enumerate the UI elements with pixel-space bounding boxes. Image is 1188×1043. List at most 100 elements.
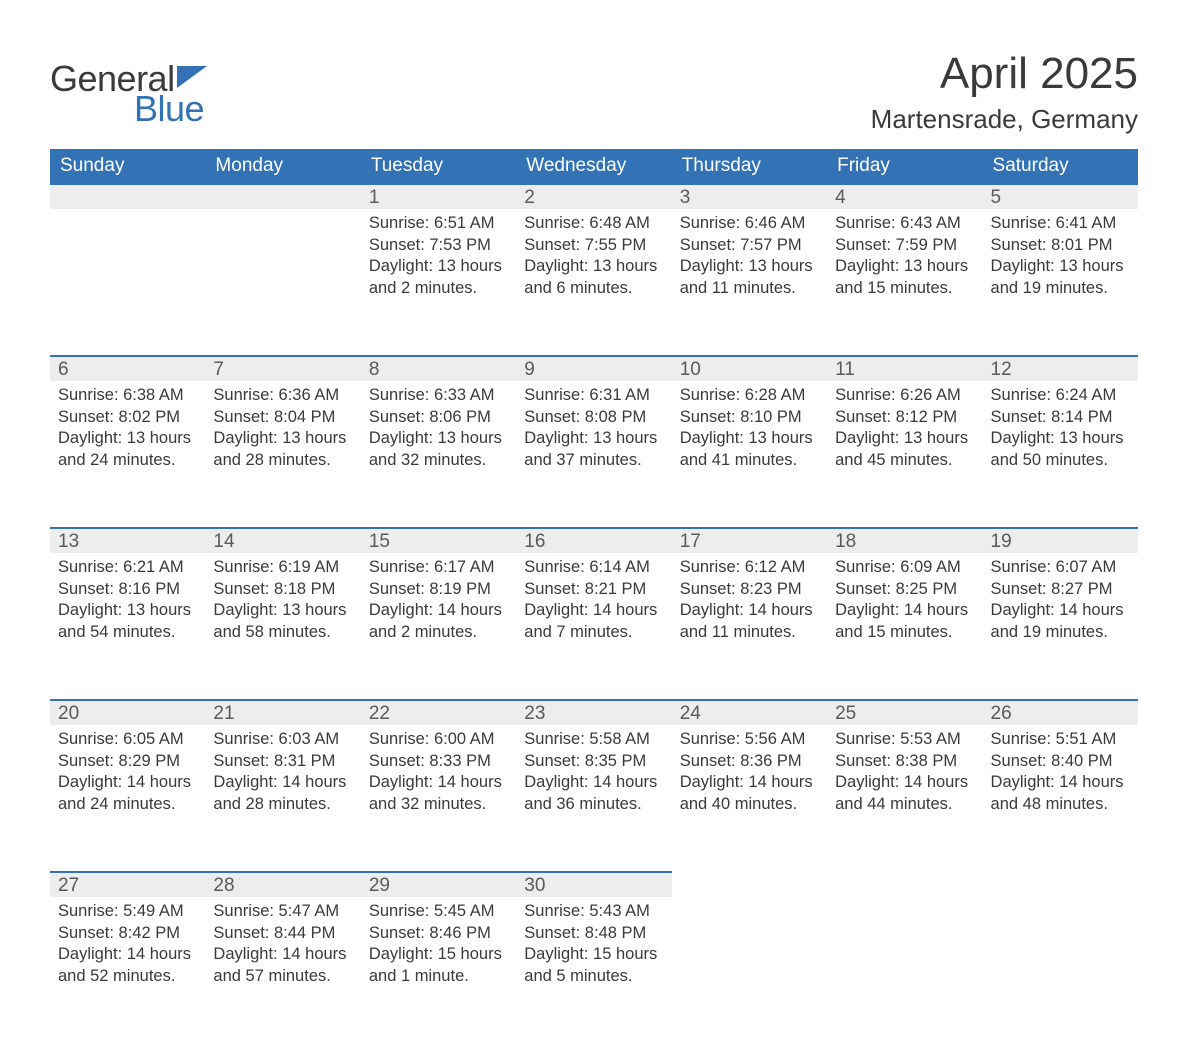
day-cell: Sunrise: 5:53 AMSunset: 8:38 PMDaylight:… (827, 725, 982, 871)
day-cell: Sunrise: 6:00 AMSunset: 8:33 PMDaylight:… (361, 725, 516, 871)
day-number: 24 (672, 699, 827, 725)
day-body: Sunrise: 6:00 AMSunset: 8:33 PMDaylight:… (361, 725, 516, 827)
sunrise-text: Sunrise: 5:43 AM (524, 901, 663, 922)
sunrise-text: Sunrise: 6:31 AM (524, 385, 663, 406)
week-daynum-row: 20212223242526 (50, 699, 1138, 725)
day-number: 20 (50, 699, 205, 725)
sunrise-text: Sunrise: 6:24 AM (991, 385, 1130, 406)
daylight-text: Daylight: 14 hours and 7 minutes. (524, 600, 663, 643)
sunset-text: Sunset: 8:16 PM (58, 579, 197, 600)
day-number: 21 (205, 699, 360, 725)
day-number: 27 (50, 871, 205, 897)
day-body: Sunrise: 6:26 AMSunset: 8:12 PMDaylight:… (827, 381, 982, 483)
daylight-text: Daylight: 14 hours and 28 minutes. (213, 772, 352, 815)
brand-triangle-icon (177, 66, 207, 88)
week-daynum-row: 27282930 (50, 871, 1138, 897)
sunrise-text: Sunrise: 5:49 AM (58, 901, 197, 922)
sunrise-text: Sunrise: 6:38 AM (58, 385, 197, 406)
sunset-text: Sunset: 7:57 PM (680, 235, 819, 256)
sunset-text: Sunset: 7:55 PM (524, 235, 663, 256)
title-block: April 2025 Martensrade, Germany (871, 50, 1138, 135)
day-number: 26 (983, 699, 1138, 725)
calendar-page: General Blue April 2025 Martensrade, Ger… (0, 0, 1188, 918)
day-body (50, 209, 205, 225)
day-body: Sunrise: 5:51 AMSunset: 8:40 PMDaylight:… (983, 725, 1138, 827)
day-body: Sunrise: 6:38 AMSunset: 8:02 PMDaylight:… (50, 381, 205, 483)
day-number: 6 (50, 355, 205, 381)
sunrise-text: Sunrise: 6:09 AM (835, 557, 974, 578)
day-body: Sunrise: 5:45 AMSunset: 8:46 PMDaylight:… (361, 897, 516, 999)
sunset-text: Sunset: 8:04 PM (213, 407, 352, 428)
day-body: Sunrise: 6:09 AMSunset: 8:25 PMDaylight:… (827, 553, 982, 655)
day-body: Sunrise: 6:14 AMSunset: 8:21 PMDaylight:… (516, 553, 671, 655)
day-body: Sunrise: 6:43 AMSunset: 7:59 PMDaylight:… (827, 209, 982, 311)
day-cell (983, 897, 1138, 1043)
sunrise-text: Sunrise: 6:19 AM (213, 557, 352, 578)
sunrise-text: Sunrise: 5:47 AM (213, 901, 352, 922)
day-body: Sunrise: 6:12 AMSunset: 8:23 PMDaylight:… (672, 553, 827, 655)
sunset-text: Sunset: 8:14 PM (991, 407, 1130, 428)
day-body: Sunrise: 6:51 AMSunset: 7:53 PMDaylight:… (361, 209, 516, 311)
day-cell: Sunrise: 6:12 AMSunset: 8:23 PMDaylight:… (672, 553, 827, 699)
sunrise-text: Sunrise: 6:00 AM (369, 729, 508, 750)
col-monday: Monday (205, 149, 360, 183)
day-body: Sunrise: 6:28 AMSunset: 8:10 PMDaylight:… (672, 381, 827, 483)
col-sunday: Sunday (50, 149, 205, 183)
day-cell: Sunrise: 5:49 AMSunset: 8:42 PMDaylight:… (50, 897, 205, 1043)
daylight-text: Daylight: 14 hours and 24 minutes. (58, 772, 197, 815)
day-cell: Sunrise: 6:48 AMSunset: 7:55 PMDaylight:… (516, 209, 671, 355)
day-cell (827, 897, 982, 1043)
day-number: 14 (205, 527, 360, 553)
day-body: Sunrise: 6:07 AMSunset: 8:27 PMDaylight:… (983, 553, 1138, 655)
daylight-text: Daylight: 13 hours and 24 minutes. (58, 428, 197, 471)
day-body: Sunrise: 5:58 AMSunset: 8:35 PMDaylight:… (516, 725, 671, 827)
sunset-text: Sunset: 8:48 PM (524, 923, 663, 944)
day-cell: Sunrise: 6:43 AMSunset: 7:59 PMDaylight:… (827, 209, 982, 355)
sunset-text: Sunset: 8:35 PM (524, 751, 663, 772)
sunset-text: Sunset: 8:38 PM (835, 751, 974, 772)
day-number: 9 (516, 355, 671, 381)
day-number: 10 (672, 355, 827, 381)
sunrise-text: Sunrise: 6:05 AM (58, 729, 197, 750)
day-body: Sunrise: 6:05 AMSunset: 8:29 PMDaylight:… (50, 725, 205, 827)
day-cell: Sunrise: 6:31 AMSunset: 8:08 PMDaylight:… (516, 381, 671, 527)
sunset-text: Sunset: 8:23 PM (680, 579, 819, 600)
day-cell: Sunrise: 6:05 AMSunset: 8:29 PMDaylight:… (50, 725, 205, 871)
day-cell: Sunrise: 6:14 AMSunset: 8:21 PMDaylight:… (516, 553, 671, 699)
daylight-text: Daylight: 14 hours and 44 minutes. (835, 772, 974, 815)
sunrise-text: Sunrise: 5:56 AM (680, 729, 819, 750)
day-body: Sunrise: 5:43 AMSunset: 8:48 PMDaylight:… (516, 897, 671, 999)
daylight-text: Daylight: 14 hours and 52 minutes. (58, 944, 197, 987)
location-subtitle: Martensrade, Germany (871, 104, 1138, 135)
day-number: 2 (516, 183, 671, 209)
sunset-text: Sunset: 8:40 PM (991, 751, 1130, 772)
day-number (672, 871, 827, 897)
daylight-text: Daylight: 15 hours and 1 minute. (369, 944, 508, 987)
day-number: 29 (361, 871, 516, 897)
sunrise-text: Sunrise: 6:12 AM (680, 557, 819, 578)
day-cell: Sunrise: 6:26 AMSunset: 8:12 PMDaylight:… (827, 381, 982, 527)
col-thursday: Thursday (672, 149, 827, 183)
daylight-text: Daylight: 14 hours and 32 minutes. (369, 772, 508, 815)
daylight-text: Daylight: 13 hours and 54 minutes. (58, 600, 197, 643)
sunset-text: Sunset: 8:27 PM (991, 579, 1130, 600)
week-body-row: Sunrise: 6:51 AMSunset: 7:53 PMDaylight:… (50, 209, 1138, 355)
sunset-text: Sunset: 8:33 PM (369, 751, 508, 772)
daylight-text: Daylight: 15 hours and 5 minutes. (524, 944, 663, 987)
sunrise-text: Sunrise: 5:53 AM (835, 729, 974, 750)
day-cell: Sunrise: 6:51 AMSunset: 7:53 PMDaylight:… (361, 209, 516, 355)
day-cell (205, 209, 360, 355)
day-number: 3 (672, 183, 827, 209)
day-body: Sunrise: 6:31 AMSunset: 8:08 PMDaylight:… (516, 381, 671, 483)
daylight-text: Daylight: 13 hours and 32 minutes. (369, 428, 508, 471)
day-cell: Sunrise: 6:33 AMSunset: 8:06 PMDaylight:… (361, 381, 516, 527)
week-daynum-row: 12345 (50, 183, 1138, 209)
week-body-row: Sunrise: 6:05 AMSunset: 8:29 PMDaylight:… (50, 725, 1138, 871)
sunset-text: Sunset: 8:46 PM (369, 923, 508, 944)
day-number: 8 (361, 355, 516, 381)
daylight-text: Daylight: 14 hours and 57 minutes. (213, 944, 352, 987)
day-number: 25 (827, 699, 982, 725)
col-wednesday: Wednesday (516, 149, 671, 183)
day-cell (672, 897, 827, 1043)
day-body: Sunrise: 5:47 AMSunset: 8:44 PMDaylight:… (205, 897, 360, 999)
